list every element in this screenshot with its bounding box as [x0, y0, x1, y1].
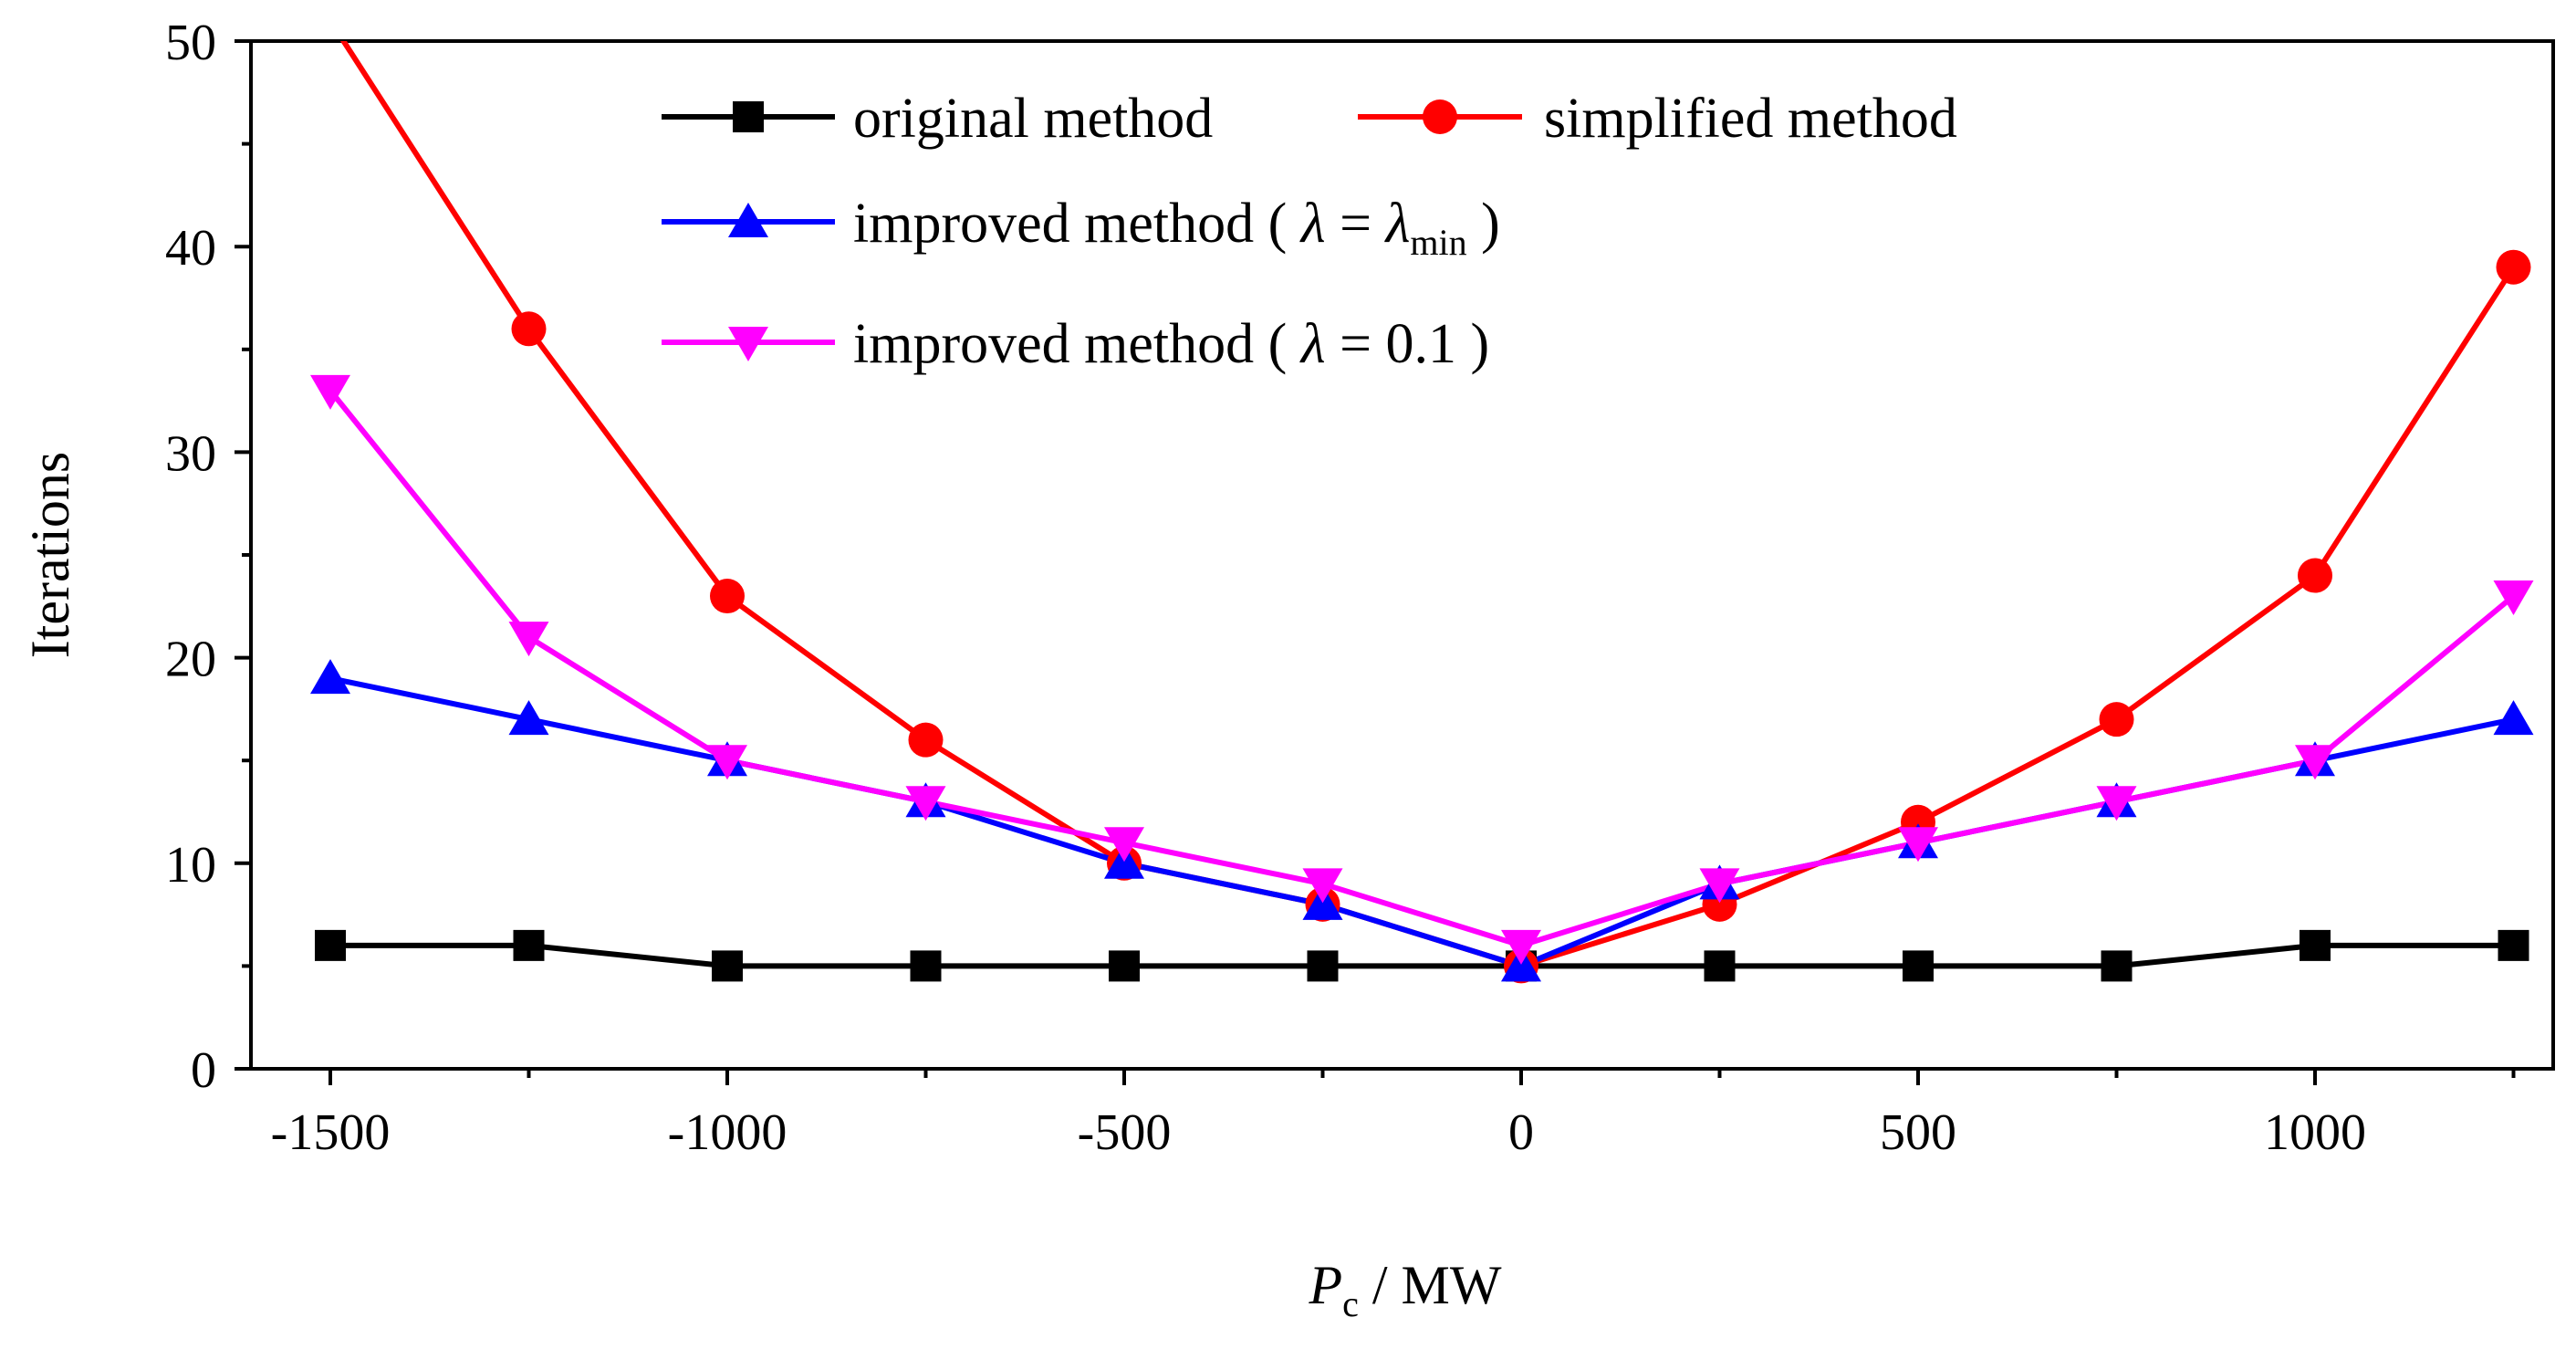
data-point-original	[2498, 929, 2529, 961]
y-axis-title: Iterations	[20, 452, 80, 659]
data-point-improved_01	[1898, 827, 1938, 863]
x-tick-label: 1000	[2264, 1104, 2366, 1161]
legend-item-improved-min: improved method ( λ = λmin )	[662, 193, 1500, 263]
data-point-improved_01	[1302, 868, 1343, 904]
x-tick-label: -1500	[271, 1104, 391, 1161]
data-point-improved_01	[508, 622, 549, 657]
series-original	[330, 942, 2514, 969]
series-improved_01	[328, 388, 2516, 948]
legend-marker-circle	[1423, 99, 1457, 134]
y-tick-label: 50	[165, 15, 216, 71]
x-tick-label: 0	[1508, 1104, 1534, 1161]
data-point-original	[910, 950, 942, 982]
data-point-original	[1109, 950, 1140, 982]
series-points-simplified	[511, 249, 2531, 984]
data-point-improved_min	[2493, 700, 2534, 736]
data-point-improved_01	[2096, 786, 2137, 821]
data-point-simplified	[2496, 249, 2531, 285]
data-point-original	[315, 929, 346, 961]
legend-item-original: original method	[662, 88, 1213, 150]
data-point-original	[513, 929, 545, 961]
series-layer	[310, 41, 2534, 984]
data-point-improved_01	[905, 786, 946, 821]
series-line-improved_01	[328, 388, 2516, 948]
legend-item-improved-01: improved method ( λ = 0.1 )	[662, 313, 1489, 375]
series-improved_min	[329, 675, 2515, 969]
data-point-simplified	[2099, 702, 2134, 737]
y-tick-label: 20	[165, 632, 216, 688]
data-point-original	[2101, 950, 2133, 982]
data-point-improved_01	[1104, 827, 1144, 863]
y-tick-label: 40	[165, 220, 216, 277]
series-line-improved_min	[329, 675, 2515, 969]
x-axis-title: Pc / MW	[1308, 1255, 1501, 1324]
series-line-original	[330, 942, 2514, 969]
data-point-improved_01	[310, 374, 350, 410]
data-point-improved_01	[1501, 929, 1541, 965]
data-point-simplified	[511, 311, 547, 347]
data-point-original	[1704, 950, 1736, 982]
data-point-improved_01	[2295, 745, 2335, 780]
svg-text:simplified method: simplified method	[1544, 88, 1957, 150]
legend-marker-triangle-down	[728, 327, 768, 361]
data-point-original	[1307, 950, 1339, 982]
data-point-improved_min	[310, 659, 350, 695]
legend-item-simplified: simplified method	[1358, 88, 1957, 150]
x-tick-label: 500	[1880, 1104, 1956, 1161]
data-point-original	[1903, 950, 1934, 982]
data-point-simplified	[908, 722, 944, 758]
data-point-simplified	[2298, 558, 2332, 593]
legend-marker-square	[733, 101, 764, 132]
data-point-improved_min	[508, 700, 549, 736]
data-point-improved_01	[2493, 580, 2534, 616]
svg-text:improved method ( λ = λmin ): improved method ( λ = λmin )	[853, 193, 1500, 263]
svg-text:original method: original method	[853, 88, 1213, 150]
data-point-improved_01	[1699, 868, 1740, 904]
legend-marker-triangle-up	[728, 203, 768, 237]
y-tick-label: 0	[191, 1042, 216, 1099]
axis-ticks: -1500 -1000 -500 0 500 1000 0 10 20 30 40 50	[165, 15, 2516, 1161]
y-tick-label: 30	[165, 425, 216, 482]
svg-text:improved method ( λ = 0.1 ): improved method ( λ = 0.1 )	[853, 313, 1489, 375]
data-point-original	[712, 950, 743, 982]
x-tick-label: -500	[1078, 1104, 1172, 1161]
data-point-improved_01	[707, 745, 747, 780]
legend: original method simplified method improv…	[662, 88, 1957, 375]
data-point-simplified	[710, 579, 745, 614]
y-tick-label: 10	[165, 837, 216, 894]
data-point-original	[2300, 929, 2331, 961]
series-simplified	[339, 41, 2517, 969]
series-points-improved_01	[310, 374, 2534, 965]
x-tick-label: -1000	[668, 1104, 787, 1161]
series-line-simplified	[339, 41, 2517, 969]
